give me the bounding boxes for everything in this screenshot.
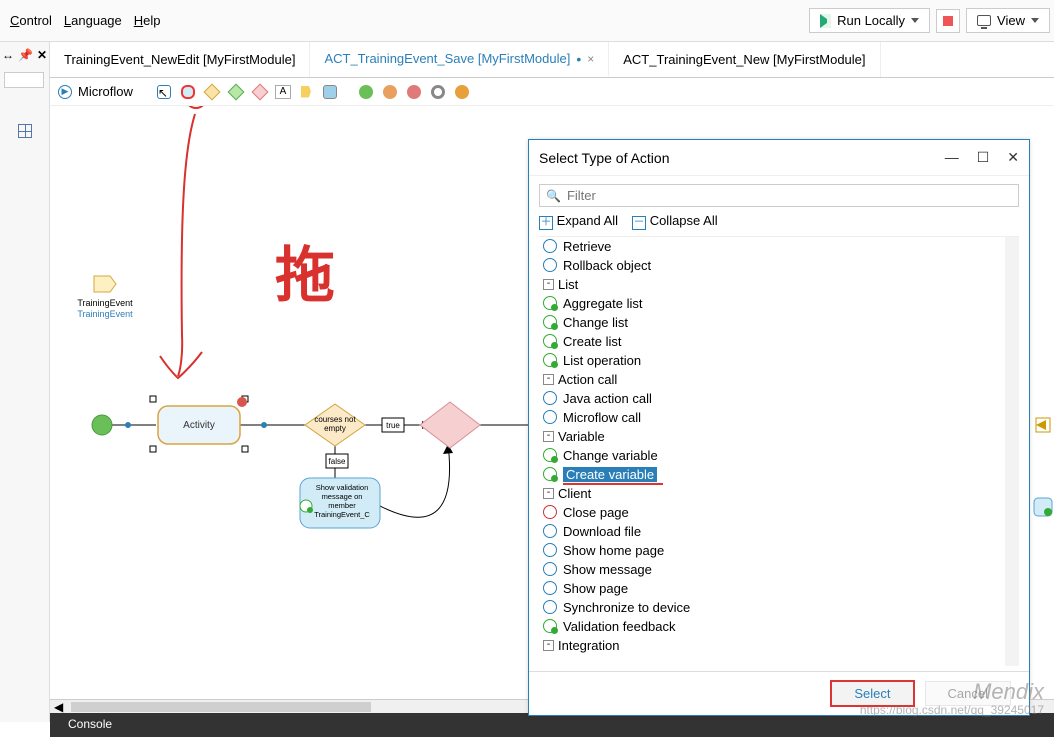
minx-minimize-icon[interactable]: — [945, 149, 959, 166]
start-tool[interactable] [357, 83, 375, 101]
svg-text:true: true [386, 421, 400, 430]
side-panel: ↔ 📌 ✕ [0, 42, 50, 722]
tree-item-close[interactable]: Close page [539, 503, 1019, 522]
chevron-down-icon [911, 18, 919, 23]
annotation-tool[interactable]: A [275, 85, 291, 99]
microflow-icon: ▶ [58, 85, 72, 99]
svg-text:Show validation: Show validation [316, 483, 369, 492]
tree-item-changelist[interactable]: Change list [539, 313, 1019, 332]
end-grey-tool[interactable] [429, 83, 447, 101]
cancel-button[interactable]: Cancel [925, 681, 1011, 706]
monitor-icon [977, 15, 991, 26]
stop-icon [943, 16, 953, 26]
tree-group-list[interactable]: -List [539, 275, 1019, 294]
tree-group-action[interactable]: -Action call [539, 370, 1019, 389]
svg-text:courses not: courses not [314, 415, 356, 424]
close-icon[interactable]: × [587, 52, 594, 66]
tree-item-retrieve[interactable]: Retrieve [539, 237, 1019, 256]
search-icon: 🔍 [546, 189, 561, 203]
main-menu: Control Language Help Run Locally View [0, 0, 1054, 42]
menu-control[interactable]: Control [10, 13, 52, 28]
select-button[interactable]: Select [830, 680, 914, 707]
tree-group-client[interactable]: -Client [539, 484, 1019, 503]
svg-text:拖: 拖 [275, 242, 335, 309]
tree-item-show[interactable]: Show page [539, 579, 1019, 598]
decision-tool[interactable] [203, 83, 221, 101]
panel-close-icon[interactable]: ✕ [37, 46, 47, 64]
merge-tool[interactable] [227, 83, 245, 101]
error-tool[interactable] [251, 83, 269, 101]
play-icon [820, 14, 831, 28]
tree-item-mfcall[interactable]: Microflow call [539, 408, 1019, 427]
run-label: Run Locally [837, 13, 905, 28]
document-tabs: TrainingEvent_NewEdit [MyFirstModule] AC… [50, 42, 1054, 78]
menu-help[interactable]: Help [134, 13, 161, 28]
tree-item-createvar[interactable]: Create variable [539, 465, 1019, 484]
chevron-down-icon [1031, 18, 1039, 23]
svg-text:message on: message on [322, 492, 363, 501]
svg-text:TrainingEvent: TrainingEvent [77, 309, 133, 319]
svg-text:Activity: Activity [183, 420, 215, 431]
filter-box[interactable]: 🔍 [539, 184, 1019, 207]
tree-item-aggregate[interactable]: Aggregate list [539, 294, 1019, 313]
tree-item-listop[interactable]: List operation [539, 351, 1019, 370]
svg-text:false: false [329, 457, 346, 466]
expand-all-button[interactable]: ＋ Expand All [539, 213, 618, 230]
param-tool[interactable] [297, 83, 315, 101]
tab-trainingevent-newedit[interactable]: TrainingEvent_NewEdit [MyFirstModule] [50, 42, 310, 77]
svg-text:TrainingEvent_C: TrainingEvent_C [314, 510, 370, 519]
view-button[interactable]: View [966, 8, 1050, 33]
tree-group-variable[interactable]: -Variable [539, 427, 1019, 446]
dialog-title: Select Type of Action [539, 150, 670, 166]
dirty-dot-icon: • [576, 51, 581, 67]
dialog-titlebar[interactable]: Select Type of Action — ☐ ✕ [529, 140, 1029, 176]
loop-tool[interactable] [321, 83, 339, 101]
side-input[interactable] [4, 72, 44, 88]
tree-item-java[interactable]: Java action call [539, 389, 1019, 408]
tree-group-integration[interactable]: -Integration [539, 636, 1019, 655]
tree-item-download[interactable]: Download file [539, 522, 1019, 541]
select-action-dialog: Select Type of Action — ☐ ✕ 🔍 ＋ Expand A… [528, 139, 1030, 716]
select-tool[interactable]: ↖ [155, 83, 173, 101]
activity-tool[interactable] [179, 83, 197, 101]
stop-button[interactable] [936, 9, 960, 33]
panel-pin-icon[interactable]: 📌 [18, 46, 33, 64]
view-label: View [997, 13, 1025, 28]
grid-icon[interactable] [18, 124, 32, 138]
end-orange-tool[interactable] [453, 83, 471, 101]
tree-item-home[interactable]: Show home page [539, 541, 1019, 560]
microflow-toolbar: ▶ Microflow ↖ A [50, 78, 1054, 106]
tree-item-valfb[interactable]: Validation feedback [539, 617, 1019, 636]
panel-dock-icon[interactable]: ↔ [2, 46, 14, 64]
tree-item-rollback[interactable]: Rollback object [539, 256, 1019, 275]
collapse-all-button[interactable]: － Collapse All [632, 213, 718, 230]
v-scrollbar[interactable] [1005, 237, 1019, 666]
menu-language[interactable]: Language [64, 13, 122, 28]
tab-act-new[interactable]: ACT_TrainingEvent_New [MyFirstModule] [609, 42, 880, 77]
end-tool[interactable] [381, 83, 399, 101]
action-tree[interactable]: Retrieve Rollback object -List Aggregate… [539, 236, 1019, 666]
console-panel[interactable]: Console [50, 713, 1054, 737]
run-locally-button[interactable]: Run Locally [809, 8, 930, 33]
tree-item-msg[interactable]: Show message [539, 560, 1019, 579]
end-red-tool[interactable] [405, 83, 423, 101]
tree-item-sync[interactable]: Synchronize to device [539, 598, 1019, 617]
svg-text:TrainingEvent: TrainingEvent [77, 298, 133, 308]
filter-input[interactable] [567, 188, 1012, 203]
tree-item-createlist[interactable]: Create list [539, 332, 1019, 351]
close-icon[interactable]: ✕ [1007, 149, 1019, 166]
maximize-icon[interactable]: ☐ [977, 149, 990, 166]
tab-act-save[interactable]: ACT_TrainingEvent_Save [MyFirstModule]• … [310, 42, 609, 77]
svg-text:empty: empty [324, 424, 346, 433]
microflow-label: Microflow [78, 84, 133, 99]
svg-text:member: member [328, 501, 356, 510]
tree-item-changevar[interactable]: Change variable [539, 446, 1019, 465]
